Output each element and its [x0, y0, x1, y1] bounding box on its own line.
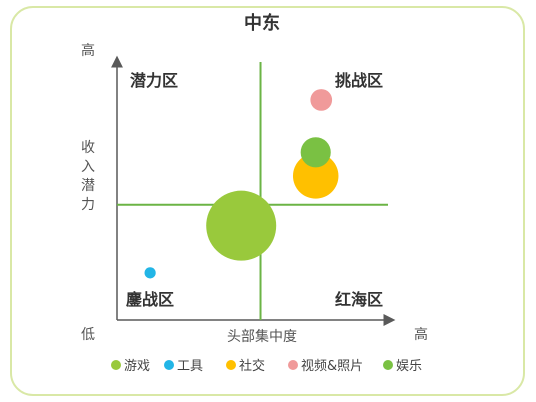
- bubble-2[interactable]: [292, 153, 339, 199]
- legend-marker: [111, 360, 121, 370]
- legend-label: 游戏: [124, 359, 150, 374]
- legend-marker: [164, 360, 174, 370]
- quadrant-label-top-right: 挑战区: [335, 71, 383, 90]
- legend-label: 工具: [177, 359, 203, 374]
- legend-item-3[interactable]: 视频&照片: [288, 359, 363, 374]
- chart-title: 中东: [244, 12, 280, 34]
- quadrant-label-bottom-left: 鏖战区: [126, 290, 174, 309]
- y-high-label: 高: [81, 42, 95, 59]
- legend-item-2[interactable]: 社交: [226, 358, 265, 374]
- legend-label: 视频&照片: [301, 359, 363, 374]
- legend: 游戏 工具 社交 视频&照片 娱乐: [111, 358, 422, 374]
- bubbles: [144, 89, 339, 279]
- legend-item-1[interactable]: 工具: [164, 359, 203, 374]
- quadrant-label-top-left: 潜力区: [130, 71, 178, 90]
- legend-marker: [383, 360, 393, 370]
- legend-marker: [288, 360, 298, 370]
- x-high-label: 高: [414, 326, 428, 343]
- x-axis-label: 头部集中度: [227, 328, 297, 345]
- bubble-1[interactable]: [144, 267, 156, 279]
- chart-frame: [10, 6, 525, 396]
- legend-label: 社交: [239, 358, 265, 374]
- y-axis-label-char: 潜: [81, 178, 95, 194]
- y-low-label: 低: [81, 327, 95, 343]
- quadrant-label-bottom-right: 红海区: [335, 290, 383, 309]
- bubble-3[interactable]: [310, 89, 333, 111]
- legend-item-4[interactable]: 娱乐: [383, 359, 422, 374]
- legend-marker: [226, 360, 236, 370]
- bubble-4[interactable]: [300, 137, 331, 168]
- y-axis-label-char: 入: [81, 159, 95, 175]
- bubble-0[interactable]: [206, 190, 277, 261]
- y-axis-label-char: 收: [81, 140, 95, 156]
- legend-item-0[interactable]: 游戏: [111, 359, 150, 374]
- legend-label: 娱乐: [396, 359, 422, 374]
- y-axis-label-char: 力: [81, 197, 95, 213]
